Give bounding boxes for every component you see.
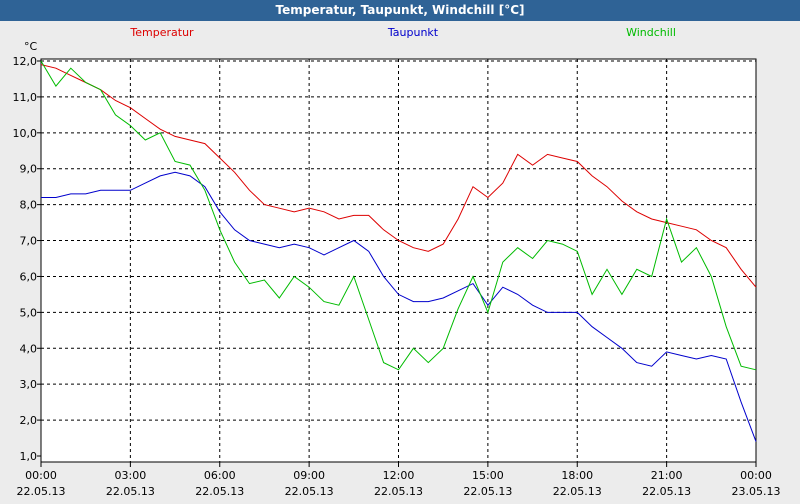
series: [40, 60, 757, 442]
x-tick-date-label: 22.05.13: [195, 485, 244, 498]
x-tick-date-label: 22.05.13: [374, 485, 423, 498]
x-tick-time-label: 18:00: [561, 469, 593, 482]
x-tick-time-label: 00:00: [740, 469, 772, 482]
series-line-temperatur: [40, 64, 757, 288]
y-tick-label: 12,0: [13, 55, 38, 68]
x-tick-date-label: 22.05.13: [642, 485, 691, 498]
y-tick-label: 9,0: [20, 163, 38, 176]
grid: [41, 59, 756, 462]
legend-label-taupunkt: Taupunkt: [387, 26, 439, 39]
x-tick-time-label: 21:00: [651, 469, 683, 482]
x-tick-date-label: 22.05.13: [17, 485, 66, 498]
legend: Temperatur Taupunkt Windchill: [129, 26, 676, 39]
y-tick-label: 10,0: [13, 127, 38, 140]
y-tick-label: 8,0: [20, 199, 38, 212]
x-tick-time-label: 09:00: [293, 469, 325, 482]
line-chart: 12,011,010,09,08,07,06,05,04,03,02,01,0 …: [13, 26, 781, 498]
y-tick-label: 3,0: [20, 378, 38, 391]
y-tick-label: 6,0: [20, 270, 38, 283]
x-tick-time-label: 06:00: [204, 469, 236, 482]
x-tick-date-label: 23.05.13: [732, 485, 781, 498]
legend-label-temperatur: Temperatur: [129, 26, 194, 39]
x-tick-time-label: 15:00: [472, 469, 504, 482]
x-tick-time-label: 03:00: [115, 469, 147, 482]
x-tick-date-label: 22.05.13: [106, 485, 155, 498]
y-axis-unit: °C: [24, 40, 38, 53]
y-tick-label: 5,0: [20, 306, 38, 319]
y-tick-label: 4,0: [20, 342, 38, 355]
x-tick-date-label: 22.05.13: [553, 485, 602, 498]
series-line-taupunkt: [41, 171, 757, 442]
series-line-windchill: [40, 60, 757, 371]
x-tick-date-label: 22.05.13: [285, 485, 334, 498]
legend-label-windchill: Windchill: [626, 26, 676, 39]
chart-area: 12,0 11,0 10,0 9,0 8,0 7,0 6,0 5,0 4,0 3,0 2,0 1,0 …: [0, 21, 800, 500]
y-tick-label: 1,0: [20, 450, 38, 463]
y-tick-label: 7,0: [20, 235, 38, 248]
x-axis-ticks: 00:00 22.05.13 03:00 22.05.13 06:00 22.05.13 0…: [17, 462, 781, 498]
window-title: Temperatur, Taupunkt, Windchill [°C]: [0, 0, 800, 21]
y-tick-label: 11,0: [13, 91, 38, 104]
x-tick-date-label: 22.05.13: [463, 485, 512, 498]
y-axis-ticks: 12,0 11,0 10,0 9,0 8,0 7,0 6,0 5,0 4,0 3,0 2,0 1,0: [13, 55, 41, 463]
x-tick-time-label: 12:00: [383, 469, 415, 482]
x-tick-time-label: 00:00: [25, 469, 57, 482]
y-tick-label: 2,0: [20, 414, 38, 427]
